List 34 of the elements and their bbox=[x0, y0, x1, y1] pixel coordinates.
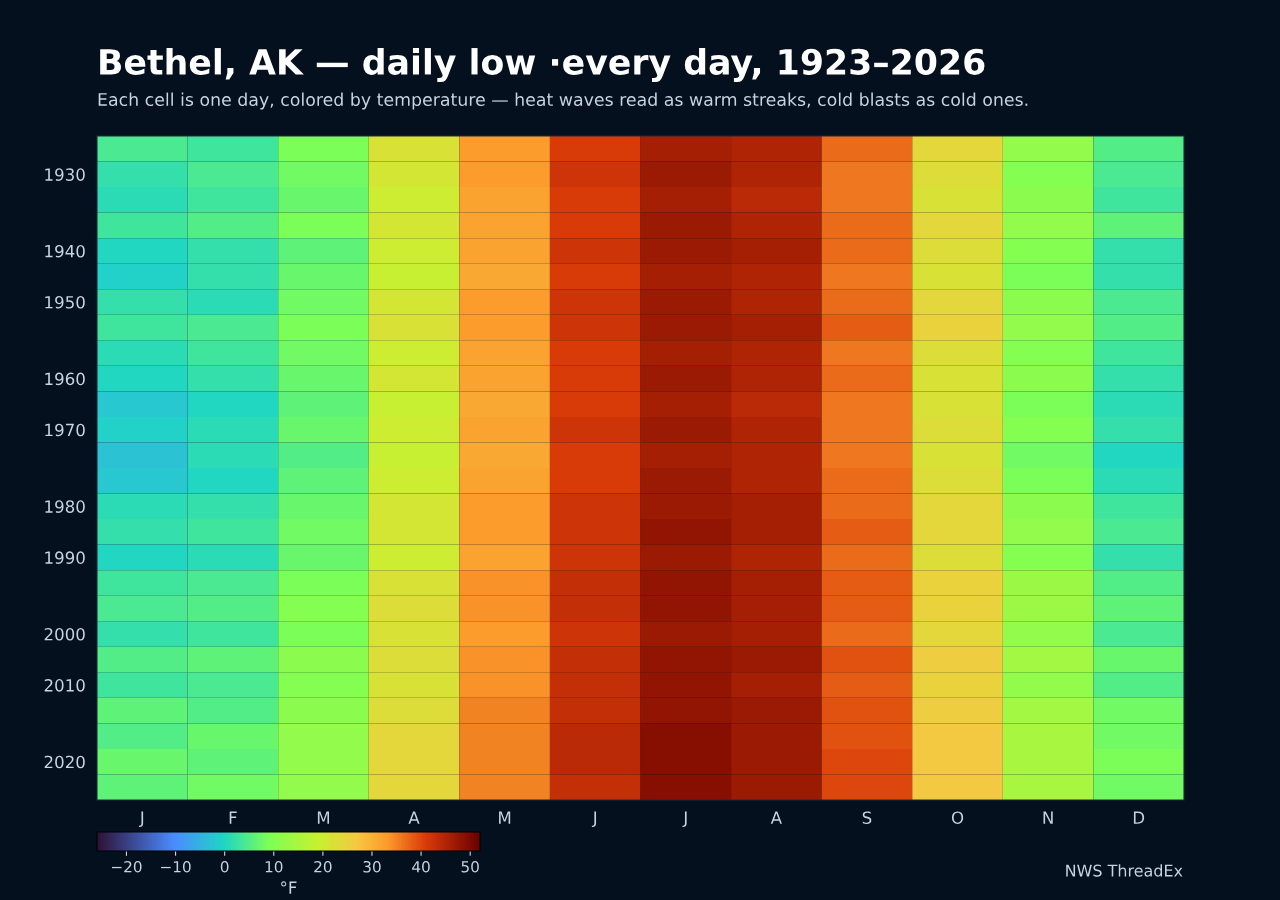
color-bar-label: −10 bbox=[161, 860, 191, 873]
color-bar-label: 0 bbox=[220, 860, 229, 873]
x-tick-label: M bbox=[317, 811, 330, 824]
x-tick-label: S bbox=[862, 811, 872, 825]
x-tick-label: J bbox=[682, 811, 687, 828]
color-bar-label: 50 bbox=[461, 860, 479, 873]
y-tick-label: 1950 bbox=[45, 295, 85, 309]
color-bar-title: °F bbox=[281, 881, 297, 894]
color-bar-label: −20 bbox=[111, 860, 142, 873]
x-tick-label: J bbox=[591, 811, 597, 828]
y-tick-label: 1930 bbox=[45, 168, 85, 181]
text: NWS ThreadEx bbox=[1066, 864, 1183, 877]
x-tick-label: O bbox=[951, 811, 964, 825]
y-tick-label: 2020 bbox=[44, 755, 85, 769]
y-tick-label: 2000 bbox=[44, 627, 85, 641]
color-bar-label: 20 bbox=[314, 860, 332, 873]
y-tick-label: 1960 bbox=[45, 372, 85, 386]
x-tick-label: D bbox=[1133, 811, 1145, 824]
x-tick-label: N bbox=[1043, 811, 1053, 824]
color-bar-label: 30 bbox=[363, 860, 381, 873]
x-tick-label: F bbox=[229, 811, 237, 824]
x-tick-label: A bbox=[408, 811, 420, 824]
color-bar-label: 10 bbox=[265, 860, 283, 873]
y-tick-label: 1990 bbox=[45, 551, 85, 564]
y-tick-label: 2010 bbox=[44, 679, 85, 692]
x-tick-label: M bbox=[499, 811, 511, 824]
y-tick-label: 1970 bbox=[45, 423, 85, 437]
x-tick-label: A bbox=[770, 811, 782, 824]
chart-title: Bethel, AK — daily low ·every day, 1923–2026 bbox=[100, 48, 985, 82]
chart-subtitle: Each cell is one day, colored by temperature — heat waves read as warm streaks, cold blasts as cold ones. bbox=[98, 92, 1028, 110]
color-bar-label: 40 bbox=[412, 860, 430, 873]
x-tick-label: J bbox=[138, 811, 144, 828]
y-tick-label: 1940 bbox=[45, 244, 85, 258]
y-tick-label: 1980 bbox=[45, 500, 85, 513]
